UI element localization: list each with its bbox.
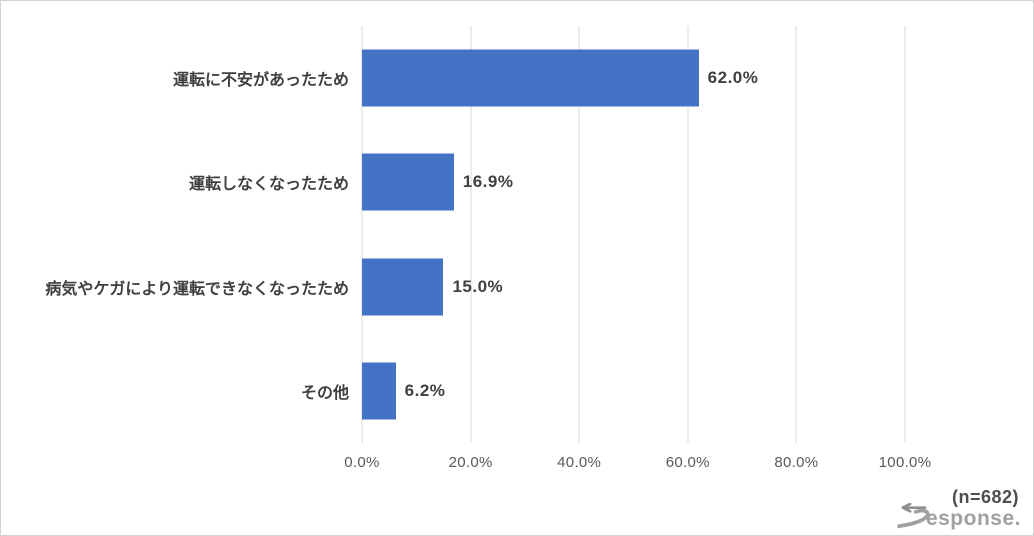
bar: [362, 153, 454, 211]
response-logo-icon: [897, 503, 930, 529]
value-label: 16.9%: [462, 172, 514, 192]
gridline: [470, 26, 472, 443]
value-label: 15.0%: [452, 276, 504, 296]
gridline: [795, 26, 797, 443]
x-axis-tick-label: 100.0%: [878, 454, 932, 471]
category-label: 運転しなくなったため: [188, 176, 349, 194]
bar: [362, 362, 396, 420]
category-label: 運転に不安があったため: [172, 72, 349, 90]
x-axis-tick-label: 20.0%: [448, 454, 493, 471]
sample-size-label: (n=682): [951, 487, 1019, 507]
gridline: [904, 26, 906, 443]
response-logo: esponse.: [896, 503, 1021, 529]
value-label: 62.0%: [707, 68, 759, 88]
x-axis-tick-label: 60.0%: [665, 454, 710, 471]
category-axis: 運転に不安があったため運転しなくなったため病気やケガにより運転できなくなったため…: [1, 26, 351, 443]
bar: [362, 258, 444, 316]
x-axis-tick-label: 0.0%: [344, 454, 380, 471]
chart-footer: (n=682) esponse.: [881, 487, 1021, 531]
gridline: [361, 26, 363, 443]
x-axis: 0.0% 20.0% 40.0% 60.0% 80.0% 100.0%: [344, 454, 931, 474]
x-axis-tick-label: 40.0%: [557, 454, 602, 471]
plot-area: 62.0% 16.9% 15.0% 6.2%: [361, 26, 906, 443]
response-logo-text: esponse.: [925, 507, 1021, 530]
gridline: [578, 26, 580, 443]
gridline: [687, 26, 689, 443]
bar: [362, 49, 699, 107]
category-label: その他: [300, 384, 349, 402]
category-label: 病気やケガにより運転できなくなったため: [45, 280, 349, 298]
x-axis-tick-label: 80.0%: [774, 454, 819, 471]
value-label: 6.2%: [404, 380, 446, 400]
